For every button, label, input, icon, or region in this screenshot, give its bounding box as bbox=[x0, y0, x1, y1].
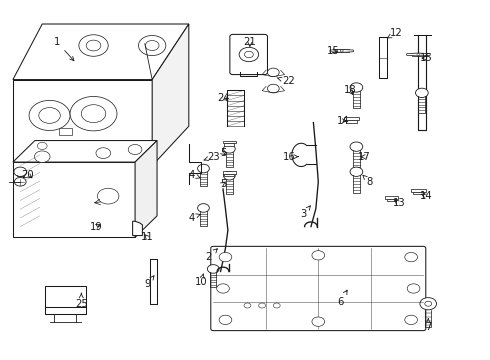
FancyBboxPatch shape bbox=[211, 246, 426, 330]
Circle shape bbox=[273, 303, 280, 308]
Circle shape bbox=[312, 317, 325, 326]
Polygon shape bbox=[13, 162, 135, 237]
Circle shape bbox=[425, 301, 432, 306]
Text: 10: 10 bbox=[195, 274, 207, 287]
Text: 13: 13 bbox=[392, 198, 405, 208]
Text: 15: 15 bbox=[326, 46, 339, 56]
Circle shape bbox=[340, 50, 343, 52]
Circle shape bbox=[14, 167, 26, 176]
Circle shape bbox=[37, 142, 47, 149]
Text: 8: 8 bbox=[363, 175, 373, 187]
FancyBboxPatch shape bbox=[230, 35, 268, 75]
Circle shape bbox=[86, 40, 101, 51]
Bar bbox=[412, 53, 425, 56]
Text: 6: 6 bbox=[337, 290, 347, 307]
Text: 7: 7 bbox=[425, 319, 431, 332]
Polygon shape bbox=[407, 53, 418, 56]
Circle shape bbox=[223, 144, 235, 153]
Polygon shape bbox=[330, 49, 342, 52]
Circle shape bbox=[244, 303, 251, 308]
Circle shape bbox=[350, 142, 363, 151]
Polygon shape bbox=[13, 80, 152, 166]
Circle shape bbox=[223, 171, 235, 180]
Circle shape bbox=[245, 51, 253, 58]
Bar bbox=[335, 49, 348, 52]
Circle shape bbox=[39, 108, 60, 123]
Circle shape bbox=[14, 177, 26, 186]
Circle shape bbox=[207, 265, 219, 273]
Circle shape bbox=[312, 251, 325, 260]
Text: 19: 19 bbox=[90, 222, 102, 231]
Bar bbox=[222, 140, 236, 143]
Text: 25: 25 bbox=[75, 293, 88, 309]
Text: 18: 18 bbox=[344, 85, 356, 95]
Text: 4: 4 bbox=[188, 213, 200, 222]
Text: 16: 16 bbox=[283, 152, 298, 162]
Bar bbox=[224, 143, 234, 145]
Text: 22: 22 bbox=[277, 76, 295, 86]
Circle shape bbox=[79, 35, 108, 56]
Circle shape bbox=[350, 167, 363, 176]
Polygon shape bbox=[13, 140, 157, 162]
Circle shape bbox=[197, 164, 209, 173]
Text: 2: 2 bbox=[205, 249, 218, 262]
Text: 1: 1 bbox=[54, 37, 74, 61]
Circle shape bbox=[417, 53, 420, 55]
Circle shape bbox=[420, 298, 437, 310]
Circle shape bbox=[416, 88, 428, 98]
Bar bbox=[222, 171, 236, 174]
Text: 11: 11 bbox=[141, 232, 154, 242]
Text: 5: 5 bbox=[220, 179, 226, 189]
Polygon shape bbox=[135, 140, 157, 237]
Bar bbox=[413, 192, 424, 194]
Polygon shape bbox=[133, 221, 143, 235]
Text: 3: 3 bbox=[300, 206, 310, 219]
Text: 21: 21 bbox=[244, 37, 256, 47]
Text: 14: 14 bbox=[419, 191, 432, 201]
Bar bbox=[385, 196, 398, 199]
Polygon shape bbox=[13, 24, 189, 80]
Circle shape bbox=[70, 96, 117, 131]
Circle shape bbox=[405, 315, 417, 324]
Text: 9: 9 bbox=[144, 276, 154, 289]
Circle shape bbox=[219, 252, 232, 262]
Circle shape bbox=[219, 315, 232, 324]
Circle shape bbox=[146, 41, 159, 50]
Text: 14: 14 bbox=[337, 116, 349, 126]
Bar bbox=[346, 120, 357, 123]
Circle shape bbox=[350, 83, 363, 92]
Bar bbox=[224, 174, 234, 176]
Text: 17: 17 bbox=[358, 152, 371, 162]
Circle shape bbox=[268, 84, 279, 93]
Circle shape bbox=[197, 204, 209, 212]
Circle shape bbox=[239, 47, 259, 62]
Circle shape bbox=[217, 284, 229, 293]
Polygon shape bbox=[418, 53, 430, 56]
Text: 20: 20 bbox=[21, 170, 34, 180]
Circle shape bbox=[139, 36, 166, 55]
Bar bbox=[45, 286, 86, 307]
Circle shape bbox=[81, 105, 106, 123]
Text: 5: 5 bbox=[220, 148, 226, 158]
Text: 4: 4 bbox=[188, 170, 200, 180]
Bar bbox=[411, 189, 426, 192]
Polygon shape bbox=[152, 24, 189, 166]
Bar bbox=[387, 199, 396, 201]
Circle shape bbox=[96, 148, 111, 158]
Circle shape bbox=[34, 151, 50, 162]
Circle shape bbox=[405, 252, 417, 262]
Circle shape bbox=[259, 303, 266, 308]
Polygon shape bbox=[342, 49, 353, 52]
Bar bbox=[344, 117, 359, 120]
Text: 12: 12 bbox=[387, 28, 403, 38]
Text: 23: 23 bbox=[204, 152, 220, 162]
Circle shape bbox=[98, 188, 119, 204]
Text: 24: 24 bbox=[218, 93, 230, 103]
Circle shape bbox=[407, 284, 420, 293]
Bar bbox=[59, 128, 72, 135]
Circle shape bbox=[128, 144, 142, 154]
Text: 15: 15 bbox=[419, 53, 432, 63]
Circle shape bbox=[268, 68, 279, 77]
Circle shape bbox=[29, 100, 70, 131]
